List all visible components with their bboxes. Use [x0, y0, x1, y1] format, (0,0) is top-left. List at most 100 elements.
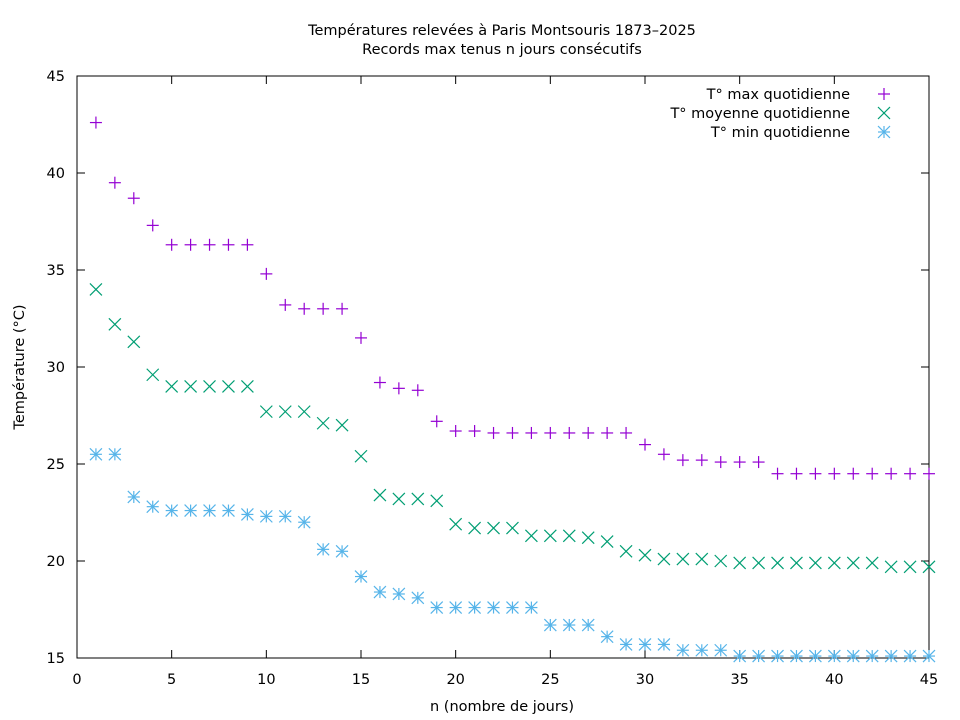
data-point	[127, 192, 140, 205]
series-3	[89, 447, 936, 663]
data-point	[108, 447, 122, 461]
data-point	[468, 425, 481, 438]
x-tick-label: 5	[167, 672, 176, 688]
series-2	[89, 282, 936, 574]
data-point	[316, 416, 330, 430]
data-point	[506, 426, 519, 439]
x-tick-label: 35	[730, 672, 748, 688]
data-point	[884, 649, 898, 663]
data-point	[771, 556, 784, 570]
data-point	[487, 426, 500, 439]
y-axis-label: Température (°C)	[12, 304, 28, 430]
data-point	[392, 492, 406, 506]
data-point	[487, 601, 500, 614]
data-point	[639, 438, 651, 451]
x-axis-label: n (nombre de jours)	[430, 699, 574, 715]
data-point	[354, 449, 368, 463]
data-point	[411, 492, 425, 506]
data-point	[373, 585, 387, 599]
data-point	[809, 467, 822, 480]
data-point	[468, 521, 482, 535]
data-point	[903, 560, 917, 574]
data-point	[733, 649, 747, 663]
data-point	[165, 238, 178, 251]
data-point	[752, 556, 766, 570]
data-point	[184, 238, 197, 251]
y-tick-label: 30	[47, 360, 65, 376]
data-point	[89, 447, 103, 461]
data-point	[127, 490, 141, 504]
data-point	[676, 643, 690, 657]
legend-label: T° max quotidienne	[706, 87, 850, 103]
data-point	[657, 552, 671, 566]
data-point	[903, 649, 917, 663]
data-point	[165, 504, 179, 517]
data-point	[411, 384, 424, 397]
x-tick-label: 20	[446, 672, 464, 688]
data-point	[354, 570, 368, 583]
data-point	[430, 415, 443, 428]
data-point	[866, 467, 879, 480]
data-point	[676, 454, 689, 467]
data-point	[449, 601, 463, 614]
data-point	[562, 618, 576, 632]
data-point	[278, 509, 292, 523]
data-point	[411, 591, 425, 605]
data-point	[203, 238, 216, 251]
data-point	[335, 418, 349, 432]
data-point	[695, 454, 708, 467]
y-tick-label: 35	[47, 263, 65, 279]
data-point	[619, 544, 633, 558]
legend-label: T° moyenne quotidienne	[669, 106, 850, 122]
data-point	[240, 508, 254, 521]
data-point	[543, 529, 557, 543]
data-point	[392, 587, 406, 601]
data-point	[657, 637, 671, 651]
data-point	[827, 649, 841, 663]
data-point	[695, 552, 709, 566]
axis-ticks	[76, 75, 930, 659]
data-point	[260, 267, 273, 280]
data-point	[165, 379, 179, 393]
data-point	[563, 426, 576, 439]
data-point	[240, 379, 254, 393]
data-point	[714, 554, 728, 568]
data-point	[752, 456, 765, 469]
x-tick-label: 10	[257, 672, 275, 688]
data-point	[297, 515, 311, 529]
chart-title: Températures relevées à Paris Montsouris…	[307, 23, 696, 39]
data-point	[222, 504, 235, 517]
y-tick-label: 45	[47, 69, 65, 85]
data-point	[771, 467, 784, 480]
y-tick-label: 15	[47, 651, 65, 667]
data-point	[600, 535, 614, 549]
data-point	[278, 405, 292, 419]
data-point	[638, 637, 652, 651]
data-point	[336, 302, 349, 315]
data-point	[430, 601, 444, 614]
data-point	[259, 509, 273, 523]
data-point	[827, 556, 841, 570]
data-point	[582, 426, 595, 439]
data-point	[184, 504, 198, 517]
data-point	[600, 630, 614, 644]
data-point	[714, 456, 727, 469]
data-point	[449, 425, 462, 438]
data-series	[89, 116, 936, 663]
data-point	[923, 467, 935, 480]
x-tick-label: 45	[920, 672, 938, 688]
data-point	[298, 302, 311, 315]
data-point	[146, 219, 159, 232]
data-point	[487, 521, 500, 535]
data-point	[676, 552, 690, 566]
data-point	[544, 426, 557, 439]
data-point	[790, 649, 803, 663]
chart-subtitle: Records max tenus n jours consécutifs	[362, 42, 642, 58]
data-point	[430, 494, 444, 508]
data-point	[865, 649, 879, 663]
data-point	[184, 379, 198, 393]
data-point	[885, 467, 898, 480]
data-point	[828, 467, 841, 480]
data-point	[847, 467, 860, 480]
y-tick-label: 25	[47, 457, 65, 473]
